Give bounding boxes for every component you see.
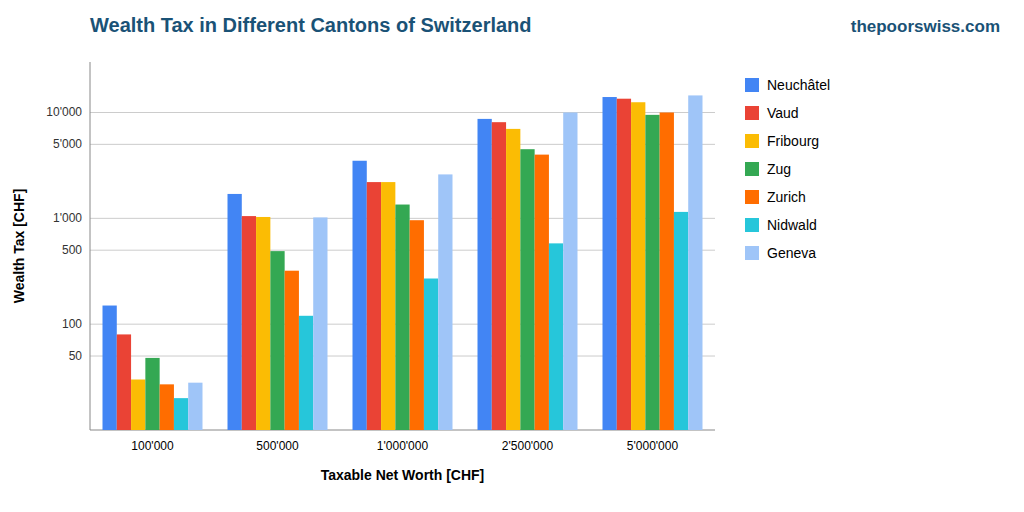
bar: [242, 216, 256, 430]
bar: [270, 251, 284, 430]
legend-swatch: [745, 134, 759, 148]
bar: [674, 212, 688, 430]
bar: [313, 217, 327, 430]
legend-label: Geneva: [767, 245, 816, 261]
bar: [188, 383, 202, 430]
chart-container: Wealth Tax in Different Cantons of Switz…: [0, 0, 1024, 512]
bar: [660, 112, 674, 430]
bar: [131, 380, 145, 430]
x-tick-label: 2'500'000: [502, 439, 554, 453]
title: Wealth Tax in Different Cantons of Switz…: [90, 14, 532, 36]
bar: [285, 271, 299, 430]
bar: [506, 129, 520, 430]
bar: [535, 155, 549, 430]
bar: [603, 97, 617, 430]
y-tick-label: 100: [62, 317, 82, 331]
legend-label: Zurich: [767, 189, 806, 205]
legend-swatch: [745, 78, 759, 92]
bar: [228, 194, 242, 430]
bar: [492, 122, 506, 430]
bar: [631, 102, 645, 430]
bar: [688, 95, 702, 430]
y-tick-label: 1'000: [53, 211, 82, 225]
bar: [353, 161, 367, 430]
legend-swatch: [745, 218, 759, 232]
chart-svg: Wealth Tax in Different Cantons of Switz…: [0, 0, 1024, 512]
legend: Neuchâtel Vaud Fribourg Zug Zurich Nidwald Gen…: [745, 77, 830, 261]
legend-label: Neuchâtel: [767, 77, 830, 93]
legend-swatch: [745, 162, 759, 176]
y-tick-label: 10'000: [46, 105, 82, 119]
bar: [395, 205, 409, 430]
y-tick-label: 5'000: [53, 137, 82, 151]
bar: [549, 243, 563, 430]
bar: [410, 220, 424, 430]
bar: [478, 119, 492, 430]
bar: [160, 384, 174, 430]
bar: [103, 306, 117, 430]
bar: [299, 316, 313, 430]
x-axis-label: Taxable Net Worth [CHF]: [321, 467, 485, 483]
y-tick-label: 50: [69, 349, 83, 363]
y-tick-label: 500: [62, 243, 82, 257]
bar: [381, 182, 395, 430]
legend-label: Nidwald: [767, 217, 817, 233]
legend-swatch: [745, 246, 759, 260]
bar: [256, 217, 270, 430]
legend-label: Zug: [767, 161, 791, 177]
legend-swatch: [745, 106, 759, 120]
watermark: thepoorswiss.com: [851, 17, 1000, 36]
bar: [563, 112, 577, 430]
y-axis-line: [90, 62, 91, 430]
bar: [645, 115, 659, 430]
bar: [145, 358, 159, 430]
legend-swatch: [745, 190, 759, 204]
bars: [103, 95, 703, 430]
bar: [520, 149, 534, 430]
legend-label: Fribourg: [767, 133, 819, 149]
bar: [438, 174, 452, 430]
bar: [367, 182, 381, 430]
bar: [117, 334, 131, 430]
y-axis-label: Wealth Tax [CHF]: [11, 189, 27, 304]
x-tick-label: 5'000'000: [627, 439, 679, 453]
bar: [174, 398, 188, 430]
bar: [424, 279, 438, 430]
x-tick-label: 500'000: [256, 439, 299, 453]
x-tick-label: 1'000'000: [377, 439, 429, 453]
legend-label: Vaud: [767, 105, 799, 121]
x-tick-label: 100'000: [131, 439, 174, 453]
bar: [617, 99, 631, 430]
